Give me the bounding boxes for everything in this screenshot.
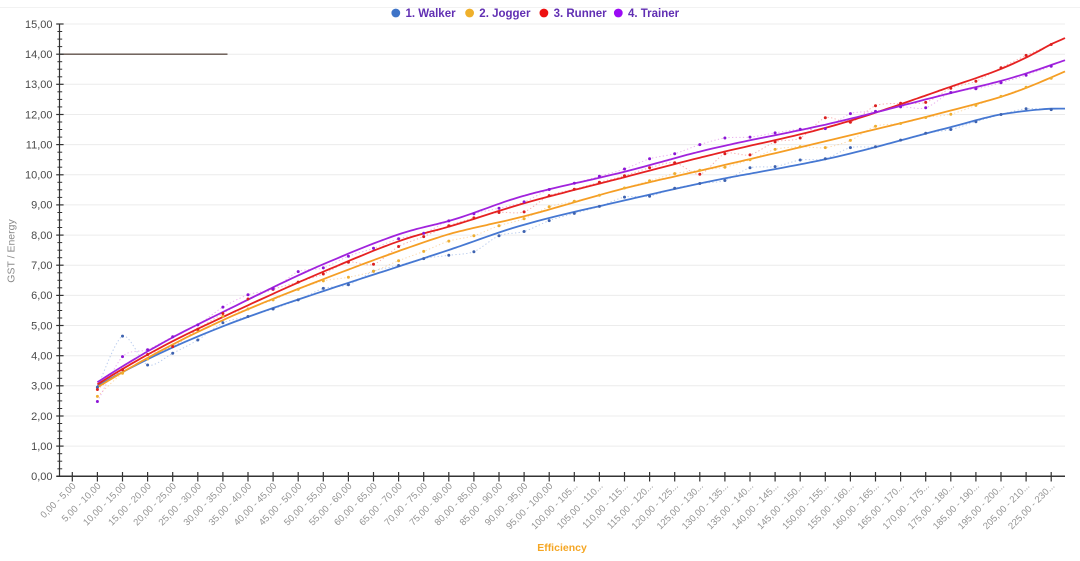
svg-text:6,00: 6,00 <box>31 290 52 302</box>
svg-text:2,00: 2,00 <box>31 411 52 423</box>
svg-text:5,00: 5,00 <box>31 320 52 332</box>
svg-text:15,00: 15,00 <box>25 19 53 31</box>
svg-text:4,00: 4,00 <box>31 351 52 363</box>
svg-text:11,00: 11,00 <box>26 139 53 151</box>
svg-text:8,00: 8,00 <box>31 230 52 242</box>
svg-text:9,00: 9,00 <box>31 200 52 212</box>
svg-text:GST / Energy: GST / Energy <box>6 219 18 283</box>
svg-text:4. Trainer: 4. Trainer <box>628 8 680 20</box>
svg-text:1. Walker: 1. Walker <box>406 8 457 20</box>
svg-text:13,00: 13,00 <box>25 79 53 91</box>
svg-text:3,00: 3,00 <box>31 381 52 393</box>
svg-text:7,00: 7,00 <box>31 260 52 272</box>
svg-text:12,00: 12,00 <box>25 109 53 121</box>
svg-text:0,00: 0,00 <box>31 471 52 483</box>
svg-text:14,00: 14,00 <box>25 49 53 61</box>
svg-text:Efficiency: Efficiency <box>537 542 587 554</box>
svg-text:2. Jogger: 2. Jogger <box>479 8 531 20</box>
svg-text:10,00: 10,00 <box>25 170 53 182</box>
svg-text:1,00: 1,00 <box>31 441 52 453</box>
svg-text:3. Runner: 3. Runner <box>554 8 608 20</box>
